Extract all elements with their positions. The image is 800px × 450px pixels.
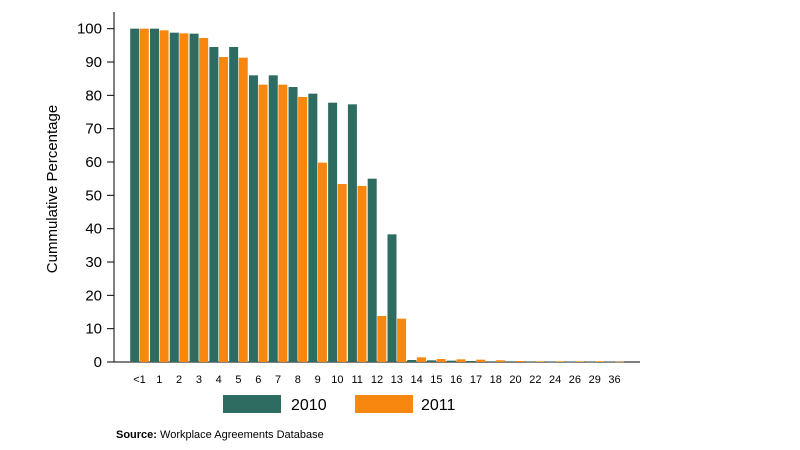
y-tick-label: 10	[85, 321, 102, 338]
bar-2010-14	[407, 360, 417, 362]
bar-2011-17	[476, 359, 486, 362]
bar-2011-24	[555, 361, 565, 362]
x-tick-label: 15	[430, 374, 442, 386]
y-tick-label: 70	[85, 121, 102, 138]
x-tick-label: 14	[410, 374, 422, 386]
x-tick-label: 24	[549, 374, 561, 386]
x-tick-label: 6	[255, 374, 261, 386]
bar-2011-18	[496, 360, 506, 362]
x-tick-label: 22	[529, 374, 541, 386]
x-tick-label: 7	[275, 374, 281, 386]
y-tick-label: 50	[85, 187, 102, 204]
y-tick-label: 0	[94, 354, 102, 371]
bar-2011-36	[614, 361, 624, 363]
bar-2010-18	[486, 361, 496, 362]
bar-2010-12	[367, 178, 377, 362]
x-axis: <1 1 2 3 4 5 6 7 8 9 10 11 12 13 14 15 16 17 18 20 22 24 26 29 3…	[114, 361, 640, 386]
legend-swatch-2011	[355, 395, 413, 413]
bar-2011-20	[515, 361, 525, 362]
legend-swatch-2010	[223, 395, 281, 413]
bar-2010-2	[169, 32, 179, 363]
x-tick-label: 29	[589, 374, 601, 386]
legend: 2010 2011	[223, 395, 456, 414]
bar-2011-<1	[139, 28, 149, 363]
bar-2011-29	[595, 361, 605, 362]
legend-label-2011: 2011	[421, 397, 456, 414]
bar-2011-4	[218, 57, 228, 362]
x-tick-label: <1	[133, 374, 146, 386]
y-tick-label: 30	[85, 254, 102, 271]
source-text: Workplace Agreements Database	[160, 429, 324, 441]
x-tick-label: 3	[196, 374, 202, 386]
bar-2010-<1	[130, 28, 140, 363]
x-tick-label: 8	[295, 374, 301, 386]
bar-2011-10	[337, 184, 347, 362]
bar-2011-7	[278, 84, 288, 363]
bar-2010-11	[347, 104, 357, 362]
x-tick-label: 4	[216, 374, 222, 386]
bar-2011-13	[397, 318, 407, 362]
x-tick-label: 20	[509, 374, 521, 386]
bar-2010-13	[387, 234, 397, 362]
x-tick-label: 1	[156, 374, 162, 386]
bar-2010-10	[328, 102, 338, 363]
bar-2011-1	[159, 30, 169, 362]
y-tick-label: 20	[85, 287, 102, 304]
bar-2010-1	[149, 28, 159, 363]
bars-group	[130, 28, 624, 363]
bar-2010-26	[565, 361, 575, 363]
bar-2010-7	[268, 75, 278, 362]
bar-2011-2	[179, 33, 189, 362]
x-tick-label: 5	[235, 374, 241, 386]
source-note: Source: Workplace Agreements Database	[116, 429, 324, 441]
bar-2011-5	[238, 57, 248, 363]
bar-2011-8	[298, 97, 308, 362]
bar-2011-3	[199, 38, 209, 362]
bar-2011-22	[535, 361, 545, 362]
legend-label-2010: 2010	[291, 397, 327, 414]
bar-2010-15	[427, 360, 437, 362]
x-tick-label: 18	[490, 374, 502, 386]
bar-2010-36	[605, 361, 615, 363]
x-tick-label: 12	[371, 374, 383, 386]
y-tick-label: 40	[85, 221, 102, 238]
bar-2010-22	[526, 361, 536, 363]
x-tick-label: 16	[450, 374, 462, 386]
y-tick-label: 90	[85, 54, 102, 71]
bar-2010-17	[466, 361, 476, 362]
x-tick-label: 10	[331, 374, 343, 386]
bar-2010-16	[446, 360, 456, 362]
bar-2010-8	[288, 87, 298, 362]
y-tick-label: 100	[77, 21, 102, 38]
y-axis: 0 10 20 30 40 50 60 70 80 90 100	[77, 12, 115, 371]
bar-2010-3	[189, 33, 199, 363]
x-tick-label: 11	[351, 374, 362, 386]
bar-2010-24	[545, 361, 555, 363]
y-axis-label: Cummulative Percentage	[44, 105, 61, 273]
bar-2011-6	[258, 84, 268, 363]
bar-2010-20	[506, 361, 516, 362]
bar-2011-12	[377, 316, 387, 362]
bar-2010-29	[585, 361, 595, 363]
bar-2011-15	[436, 359, 446, 362]
x-tick-label: 36	[608, 374, 620, 386]
x-tick-label: 17	[470, 374, 482, 386]
source-label: Source:	[116, 429, 157, 441]
bar-2010-5	[229, 47, 239, 362]
x-tick-label: 13	[391, 374, 403, 386]
y-tick-label: 80	[85, 87, 102, 104]
bar-2010-9	[308, 93, 318, 363]
x-tick-label: 26	[569, 374, 581, 386]
bar-2011-11	[357, 186, 367, 362]
bar-2010-4	[209, 47, 219, 362]
x-tick-label: 2	[176, 374, 182, 386]
bar-2011-26	[575, 361, 585, 362]
bar-2010-6	[248, 75, 258, 362]
bar-2011-14	[416, 357, 426, 362]
y-tick-label: 60	[85, 154, 102, 171]
bar-2011-9	[317, 162, 327, 362]
bar-2011-16	[456, 359, 466, 362]
x-tick-label: 9	[315, 374, 321, 386]
